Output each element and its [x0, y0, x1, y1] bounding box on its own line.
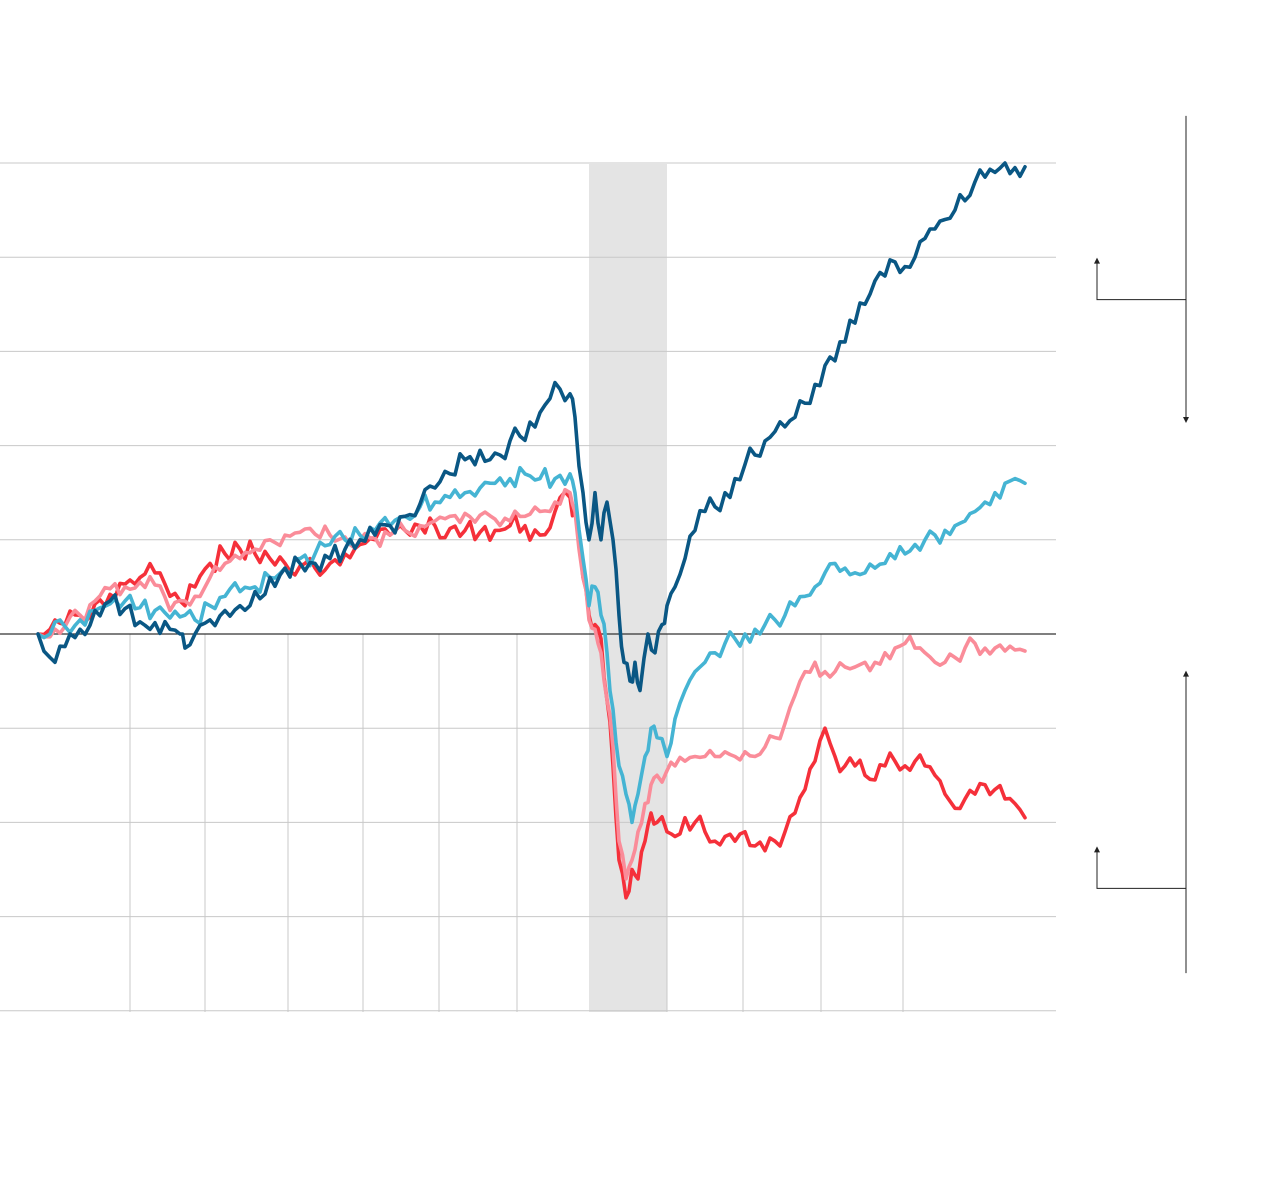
- annotation-arrowhead-up: [1094, 846, 1100, 853]
- series-line-2: [36, 465, 1027, 825]
- annotation-elbow: [1096, 848, 1186, 889]
- shaded-period-layer: [589, 164, 667, 1012]
- series-line-3: [36, 490, 1027, 900]
- annotation-arrowhead-down: [1183, 417, 1189, 424]
- series-line-1: [36, 161, 1027, 693]
- grid-layer: [0, 162, 1056, 1012]
- annotation-elbow: [1096, 259, 1186, 301]
- series-line-4: [36, 487, 1027, 881]
- shaded-period: [589, 164, 667, 1012]
- series-layer: [36, 161, 1027, 900]
- annotation-layer: [1094, 115, 1189, 974]
- annotation-arrowhead-up: [1183, 670, 1189, 677]
- annotation-arrowhead-up: [1094, 257, 1100, 264]
